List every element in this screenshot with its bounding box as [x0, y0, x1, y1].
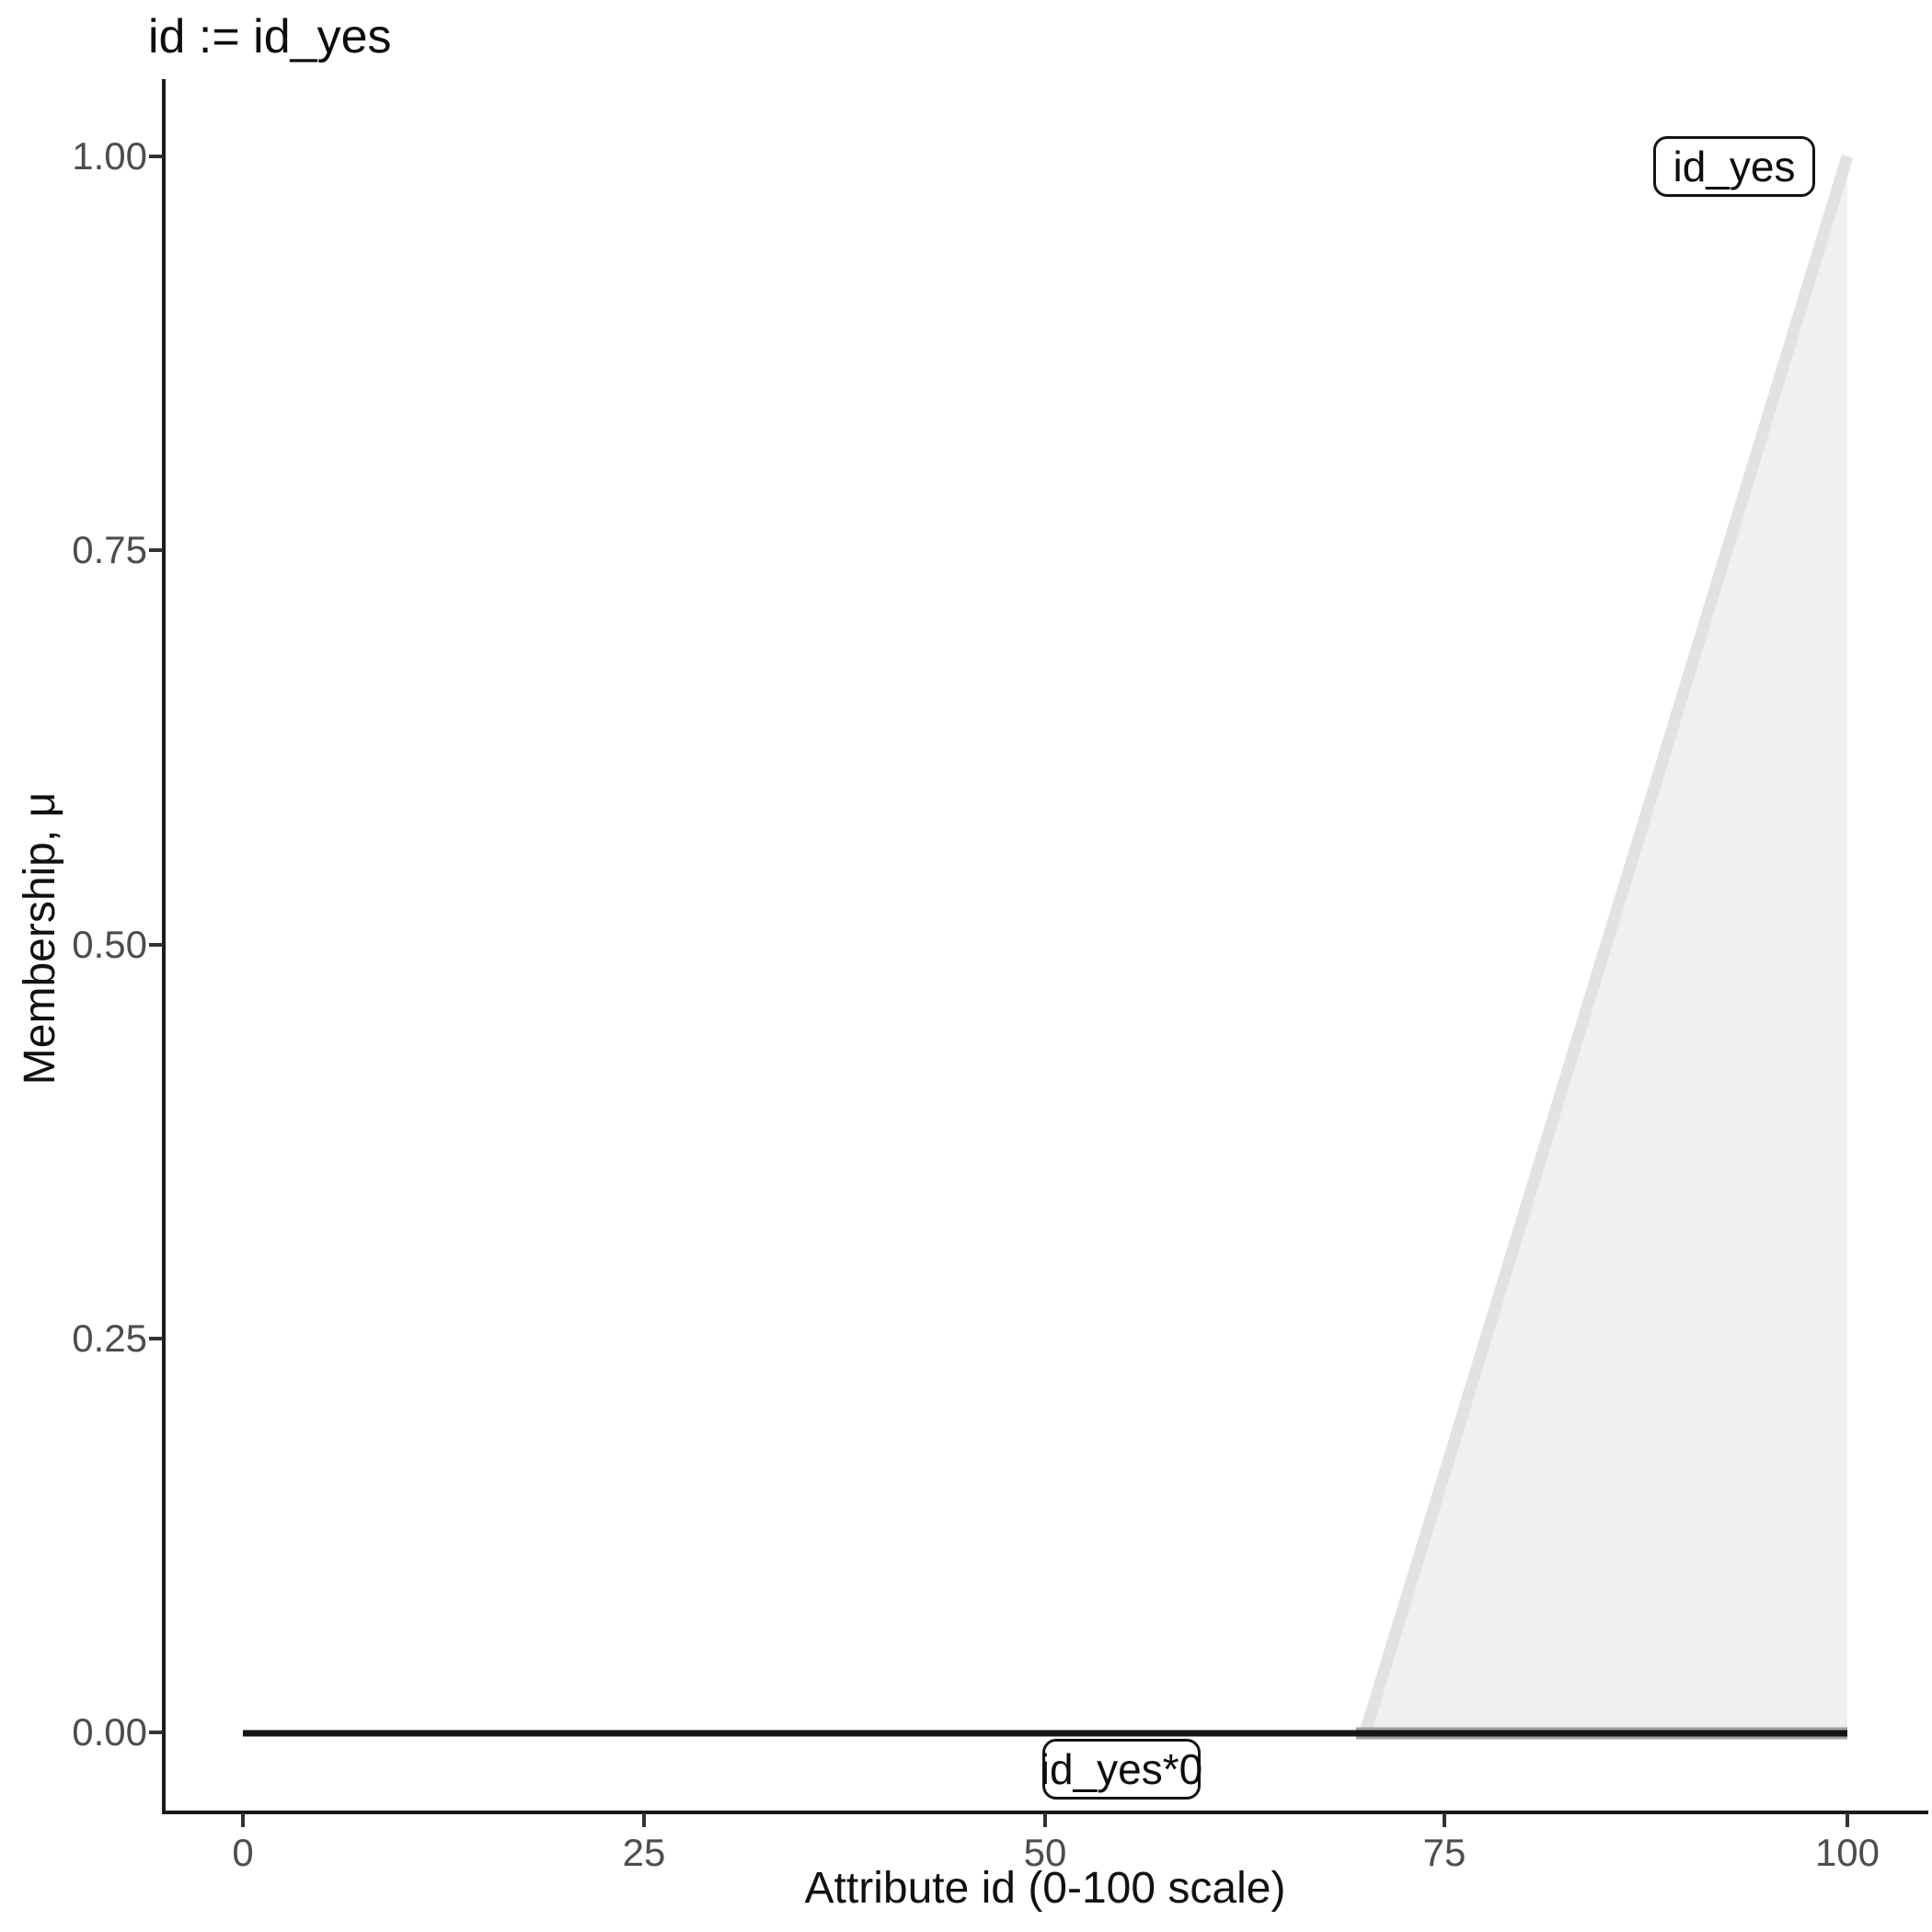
y-tick-label-0.25: 0.25 [72, 1317, 147, 1360]
x-tick-label-75: 75 [1422, 1831, 1466, 1874]
y-tick-label-1.00: 1.00 [72, 134, 147, 178]
x-tick-label-25: 25 [622, 1831, 666, 1874]
y-tick-label-0.00: 0.00 [72, 1710, 147, 1754]
fired-label-box: id_yes*0 [1040, 1739, 1203, 1800]
mf-label-text: id_yes [1673, 143, 1796, 190]
y-tick-label-0.75: 0.75 [72, 528, 147, 571]
x-tick-label-100: 100 [1814, 1831, 1880, 1874]
plot-title: id := id_yes [148, 10, 392, 63]
y-tick-label-0.50: 0.50 [72, 923, 147, 966]
mf-curve-id-yes [1359, 155, 1854, 1734]
x-axis-title: Attribute id (0-100 scale) [804, 1864, 1286, 1913]
fired-label-text: id_yes*0 [1040, 1745, 1203, 1793]
mf-label-box: id_yes [1653, 136, 1815, 197]
x-tick-label-0: 0 [232, 1831, 254, 1874]
y-axis-title: Membership, μ [16, 791, 64, 1086]
x-tick-label-50: 50 [1023, 1831, 1067, 1874]
